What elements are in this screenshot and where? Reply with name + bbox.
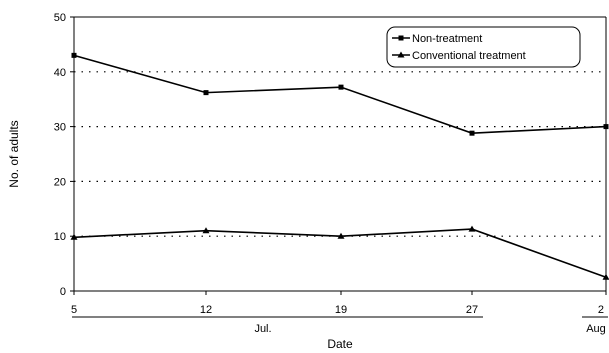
x-group-labels: Jul. Aug	[72, 316, 608, 335]
data-point	[203, 90, 209, 96]
data-point	[602, 273, 609, 280]
x-axis-title: Date	[327, 337, 353, 351]
y-axis-title: No. of adults	[7, 120, 21, 187]
data-point	[70, 233, 78, 240]
legend-label: Conventional treatment	[412, 50, 526, 62]
data-point	[603, 124, 609, 130]
data-point	[71, 52, 77, 58]
y-tick-label: 10	[54, 231, 66, 243]
y-tick-label: 20	[54, 176, 66, 188]
x-tick-label: 5	[71, 304, 77, 316]
y-ticks: 0 10 20 30 40 50	[54, 12, 74, 298]
x-ticks: 5 12 19 27 2	[71, 291, 607, 316]
data-point	[468, 225, 476, 232]
legend-marker	[398, 35, 404, 41]
y-tick-label: 40	[54, 67, 66, 79]
data-point	[469, 130, 475, 136]
data-point	[338, 84, 344, 90]
y-tick-label: 0	[60, 286, 66, 298]
x-tick-label: 12	[200, 304, 212, 316]
legend: Non-treatment Conventional treatment	[386, 26, 581, 68]
legend-box	[386, 26, 581, 68]
x-tick-label: 27	[466, 304, 478, 316]
legend-label: Non-treatment	[412, 33, 482, 45]
x-tick-label: 19	[335, 304, 347, 316]
x-tick-label: 2	[598, 304, 604, 316]
x-group-label: Aug	[586, 323, 606, 335]
series-layer	[70, 52, 609, 280]
data-point	[337, 232, 345, 239]
data-point	[202, 227, 210, 234]
y-tick-label: 50	[54, 12, 66, 24]
axes	[73, 16, 607, 292]
legend-marker	[397, 51, 405, 58]
gridlines	[74, 71, 606, 237]
y-tick-label: 30	[54, 122, 66, 134]
x-group-label: Jul.	[254, 323, 271, 335]
